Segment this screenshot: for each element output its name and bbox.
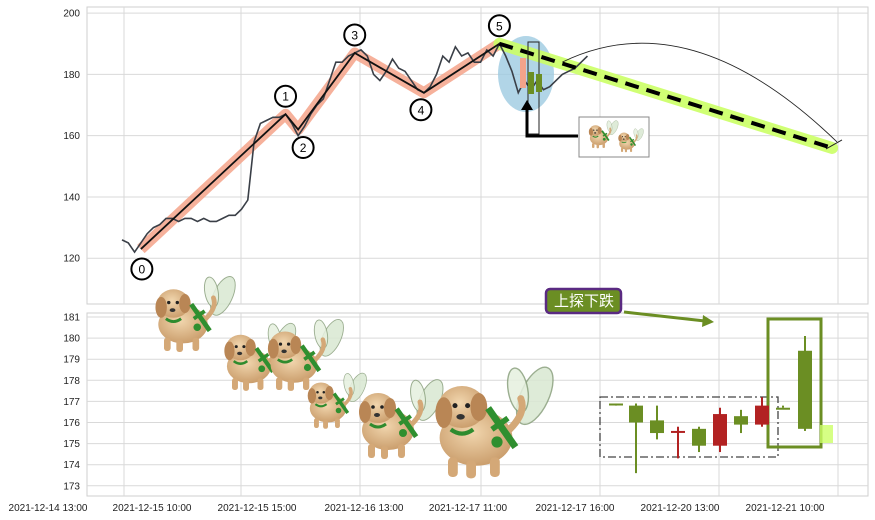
x-tick-label: 2021-12-14 13:00 (9, 503, 88, 514)
wave-line (140, 43, 500, 250)
bottom-y-tick-label: 175 (63, 439, 80, 450)
annotation-box (544, 287, 623, 315)
bottom-y-tick-label: 174 (63, 460, 80, 471)
x-tick-label: 2021-12-15 15:00 (218, 503, 297, 514)
x-tick-label: 2021-12-15 10:00 (113, 503, 192, 514)
wave-label-0: 0 (139, 263, 146, 277)
wave-label-circle (291, 136, 315, 160)
bottom-y-tick-label: 181 (63, 313, 80, 324)
candle-body (776, 407, 790, 410)
x-tick-label: 2021-12-16 13:00 (325, 503, 404, 514)
top-y-tick-label: 120 (63, 254, 80, 265)
mini-candle (520, 58, 526, 88)
candle-group-box (599, 396, 779, 458)
candle-body (734, 416, 748, 425)
mini-candle (536, 74, 542, 92)
wave-label-circle (130, 257, 154, 281)
candle-body (609, 403, 623, 406)
wave-label-3: 3 (351, 28, 358, 42)
bottom-y-tick-label: 173 (63, 481, 80, 492)
candle-body (692, 428, 706, 446)
x-tick-label: 2021-12-20 13:00 (641, 503, 720, 514)
annotation-label: 上探下跌 (554, 292, 614, 310)
wave-label-circle (487, 14, 511, 38)
mini-candle (528, 72, 534, 94)
wave-label-circle (343, 23, 367, 47)
wave-label-4: 4 (418, 103, 425, 117)
top-y-tick-label: 140 (63, 192, 80, 203)
top-y-tick-label: 180 (63, 70, 80, 81)
bottom-y-tick-label: 176 (63, 418, 80, 429)
highlight-candle-box (766, 317, 823, 449)
bottom-y-tick-label: 177 (63, 397, 80, 408)
x-tick-label: 2021-12-21 10:00 (746, 503, 825, 514)
callout-arrowhead (521, 100, 533, 110)
candle-body (629, 405, 643, 423)
x-tick-label: 2021-12-17 16:00 (536, 503, 615, 514)
x-tick-label: 2021-12-17 11:00 (429, 503, 508, 514)
wave-label-5: 5 (496, 19, 503, 33)
wave-label-2: 2 (300, 141, 307, 155)
projection-arc (562, 42, 838, 143)
bottom-y-tick-label: 180 (63, 334, 80, 345)
candle-body (798, 350, 812, 429)
projection-dashed-line (498, 41, 833, 150)
candle-body (671, 430, 685, 433)
candle-body (650, 420, 664, 434)
top-y-tick-label: 200 (63, 9, 80, 20)
annotation-arrow (623, 310, 706, 323)
annotation-arrowhead (702, 315, 714, 327)
wave-label-circle (274, 84, 298, 108)
top-y-tick-label: 160 (63, 131, 80, 142)
bottom-y-tick-label: 178 (63, 376, 80, 387)
bottom-y-tick-label: 179 (63, 355, 80, 366)
faint-candle (820, 425, 833, 443)
projection-arc-tick (825, 139, 843, 150)
wave-label-1: 1 (282, 90, 289, 104)
candle-body (713, 414, 727, 446)
candle-body (755, 405, 769, 425)
wave-label-circle (409, 98, 433, 122)
callout-arrow (525, 106, 578, 138)
